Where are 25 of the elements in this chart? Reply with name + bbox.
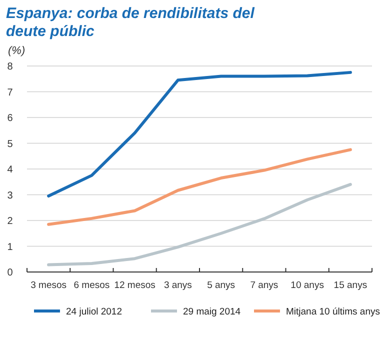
x-tick-label: 15 anys (334, 280, 368, 291)
y-tick-label: 3 (7, 190, 14, 202)
line-series (47, 148, 352, 226)
chart-title: Espanya: corba de rendibilitats del deute públic (6, 5, 256, 40)
line-series (47, 70, 352, 198)
x-tick-label: 3 anys (164, 280, 192, 291)
y-tick-label: 7 (7, 87, 14, 98)
line-series (47, 182, 352, 266)
y-tick-label: 8 (7, 62, 14, 72)
y-tick-label: 0 (7, 268, 14, 278)
legend-label: 24 juliol 2012 (66, 306, 122, 318)
legend-label: 29 maig 2014 (183, 306, 241, 318)
y-tick-label: 4 (7, 164, 14, 176)
y-tick-label: 5 (7, 138, 14, 150)
x-tick-label: 3 mesos (30, 280, 67, 291)
legend-label: Mitjana 10 últims anys (286, 306, 380, 318)
x-tick-label: 12 mesos (114, 280, 156, 291)
y-tick-label: 1 (7, 242, 14, 253)
y-axis-title: (%) (8, 45, 26, 57)
x-tick-label: 10 anys (290, 280, 324, 291)
x-tick-label: 6 mesos (74, 280, 110, 291)
y-tick-label: 6 (7, 113, 14, 124)
x-tick-label: 7 anys (250, 280, 278, 291)
x-tick-label: 5 anys (207, 280, 236, 291)
y-tick-label: 2 (7, 216, 14, 227)
